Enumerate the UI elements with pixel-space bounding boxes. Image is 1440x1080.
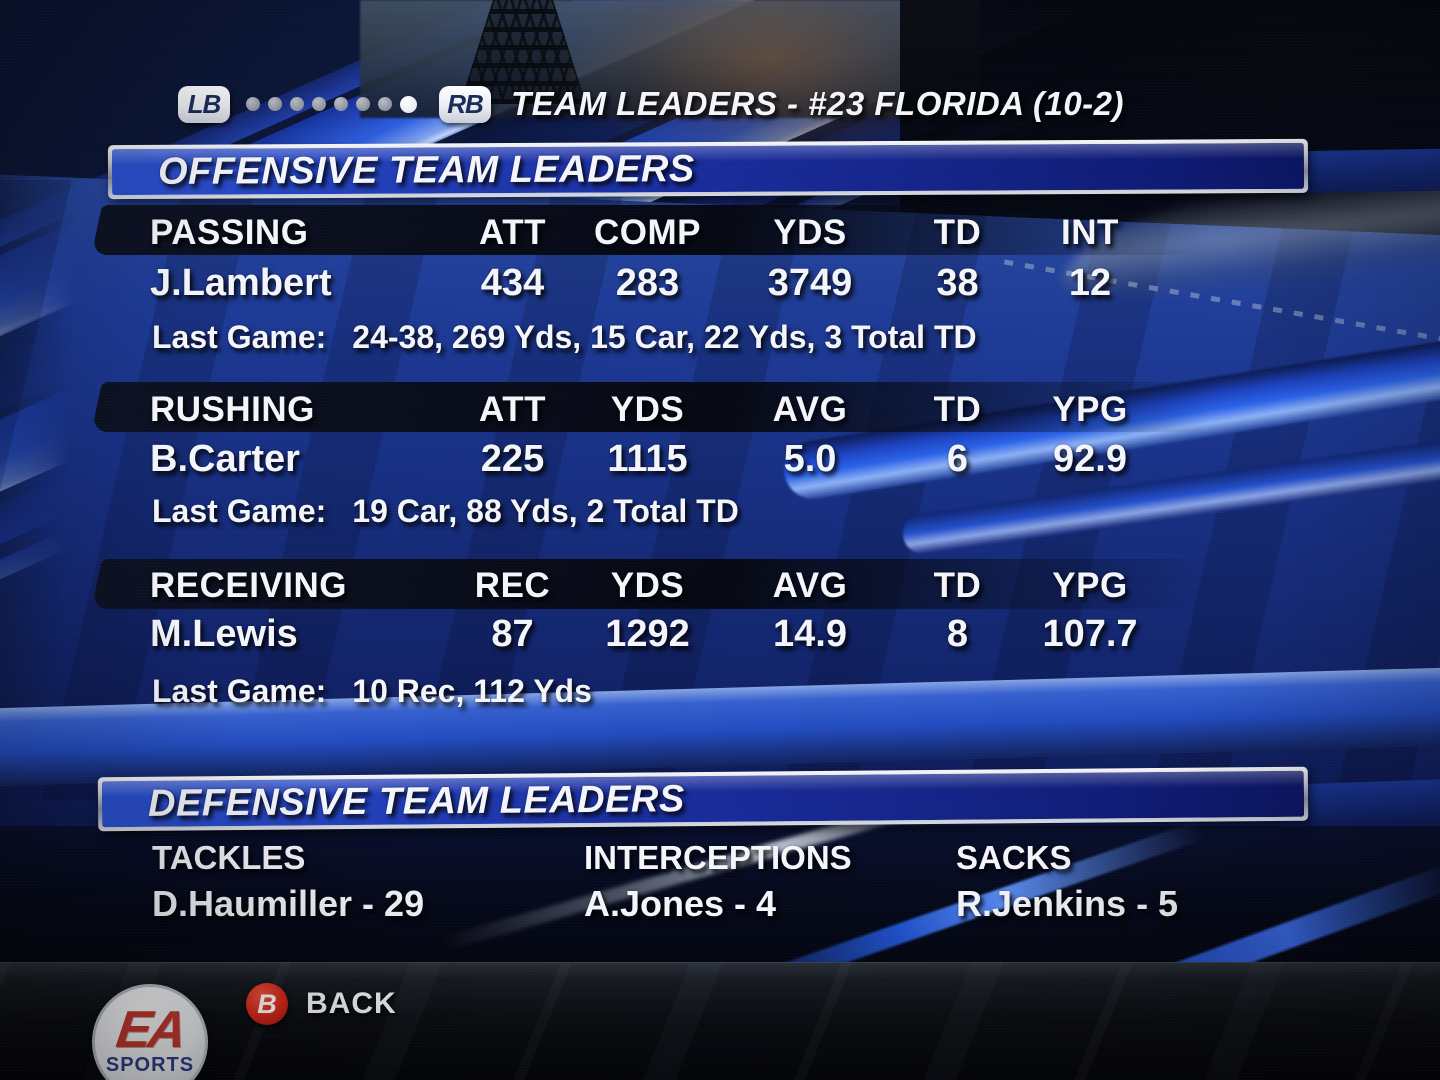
- last-game-label: Last Game:: [152, 492, 327, 529]
- receiving-last-game-stats: 10 Rec, 112 Yds: [352, 672, 592, 709]
- rushing-last-game: Last Game: 19 Car, 88 Yds, 2 Total TD: [152, 490, 739, 532]
- footer-streaks: [0, 963, 1440, 1080]
- passing-int-value: 12: [1068, 261, 1112, 304]
- rushing-header-row: RUSHING ATT YDS AVG TD YPG: [150, 386, 1240, 434]
- ea-sports-logo: EA SPORTS: [92, 984, 208, 1080]
- rushing-ypg-value: 92.9: [1053, 437, 1127, 480]
- passing-col-att: ATT: [479, 213, 546, 252]
- defensive-team-leaders-banner: DEFENSIVE TEAM LEADERS: [97, 766, 1309, 832]
- page-dot: [312, 97, 326, 111]
- ea-sports-text: SPORTS: [105, 1053, 195, 1076]
- page-dots: [246, 95, 417, 113]
- top-bar: LB RB TEAM LEADERS - #23 FLORIDA (10-2): [178, 84, 1124, 124]
- interceptions-leader: A.Jones - 4: [584, 883, 777, 924]
- receiving-last-game: Last Game: 10 Rec, 112 Yds: [152, 670, 592, 712]
- passing-last-game: Last Game: 24-38, 269 Yds, 15 Car, 22 Yd…: [152, 316, 977, 358]
- passing-comp-value: 283: [615, 261, 680, 304]
- stadium-light-glow-2: [1100, 0, 1440, 150]
- receiving-leader-row: M.Lewis 87 1292 14.9 8 107.7: [150, 610, 1240, 658]
- rushing-avg-value: 5.0: [783, 437, 837, 480]
- passing-yds-value: 3749: [767, 261, 853, 304]
- page-dot: [378, 97, 392, 111]
- sacks-leader: R.Jenkins - 5: [956, 883, 1179, 924]
- lb-button-icon[interactable]: LB: [178, 85, 230, 123]
- last-game-label: Last Game:: [152, 672, 327, 709]
- passing-category-label: PASSING: [150, 213, 309, 252]
- footer-bar: [0, 962, 1440, 1080]
- rushing-att-value: 225: [480, 437, 545, 480]
- passing-col-td: TD: [933, 213, 982, 252]
- rushing-col-avg: AVG: [772, 390, 848, 429]
- receiving-category-label: RECEIVING: [150, 566, 348, 605]
- receiving-col-yds: YDS: [610, 566, 685, 605]
- page-title: TEAM LEADERS - #23 FLORIDA (10-2): [511, 85, 1125, 122]
- page-dot: [334, 97, 348, 111]
- back-label: BACK: [306, 987, 397, 1020]
- receiving-rec-value: 87: [491, 612, 534, 655]
- last-game-label: Last Game:: [152, 318, 327, 355]
- rushing-yds-value: 1115: [607, 437, 688, 480]
- receiving-avg-value: 14.9: [773, 612, 847, 655]
- defensive-banner-label: DEFENSIVE TEAM LEADERS: [147, 777, 685, 825]
- rushing-player-name: B.Carter: [150, 437, 300, 480]
- tackles-label: TACKLES: [152, 839, 306, 876]
- passing-leader-row: J.Lambert 434 283 3749 38 12: [150, 259, 1240, 307]
- rushing-leader-row: B.Carter 225 1115 5.0 6 92.9: [150, 435, 1240, 483]
- receiving-col-td: TD: [933, 566, 982, 605]
- receiving-ypg-value: 107.7: [1042, 612, 1138, 655]
- page-dot: [356, 97, 370, 111]
- receiving-player-name: M.Lewis: [150, 612, 298, 655]
- ea-logo-text: EA: [112, 1000, 188, 1059]
- passing-player-name: J.Lambert: [150, 261, 332, 304]
- rushing-td-value: 6: [946, 437, 969, 480]
- passing-header-row: PASSING ATT COMP YDS TD INT: [150, 209, 1240, 257]
- sacks-label: SACKS: [956, 839, 1072, 876]
- tackles-leader: D.Haumiller - 29: [152, 883, 425, 924]
- rushing-last-game-stats: 19 Car, 88 Yds, 2 Total TD: [352, 492, 739, 529]
- receiving-col-rec: REC: [474, 566, 551, 605]
- passing-col-comp: COMP: [594, 213, 701, 252]
- page-dot: [290, 97, 304, 111]
- passing-att-value: 434: [480, 261, 545, 304]
- receiving-yds-value: 1292: [605, 612, 690, 655]
- page-dot: [246, 97, 260, 111]
- page-dot: [268, 97, 282, 111]
- offensive-banner-label: OFFENSIVE TEAM LEADERS: [157, 147, 695, 193]
- receiving-td-value: 8: [946, 612, 969, 655]
- rushing-category-label: RUSHING: [150, 390, 315, 429]
- passing-col-yds: YDS: [773, 213, 847, 252]
- rushing-col-att: ATT: [479, 390, 546, 429]
- defensive-labels-row: TACKLES INTERCEPTIONS SACKS: [152, 836, 1302, 880]
- back-control[interactable]: B BACK: [246, 982, 397, 1026]
- receiving-col-ypg: YPG: [1052, 566, 1128, 605]
- passing-col-int: INT: [1061, 213, 1119, 252]
- passing-last-game-stats: 24-38, 269 Yds, 15 Car, 22 Yds, 3 Total …: [352, 318, 977, 355]
- offensive-team-leaders-banner: OFFENSIVE TEAM LEADERS: [107, 138, 1309, 200]
- defensive-leaders-row: D.Haumiller - 29 A.Jones - 4 R.Jenkins -…: [152, 882, 1302, 926]
- receiving-header-row: RECEIVING REC YDS AVG TD YPG: [150, 562, 1240, 610]
- page-dot-active: [400, 95, 417, 113]
- rushing-col-ypg: YPG: [1052, 390, 1128, 429]
- passing-td-value: 38: [936, 261, 979, 304]
- interceptions-label: INTERCEPTIONS: [584, 839, 852, 876]
- receiving-col-avg: AVG: [772, 566, 848, 605]
- rushing-col-yds: YDS: [610, 390, 685, 429]
- b-button-icon[interactable]: B: [246, 983, 288, 1025]
- offense-banner-tail-band: [1289, 148, 1440, 194]
- rushing-col-td: TD: [933, 390, 982, 429]
- rb-button-icon[interactable]: RB: [439, 85, 491, 123]
